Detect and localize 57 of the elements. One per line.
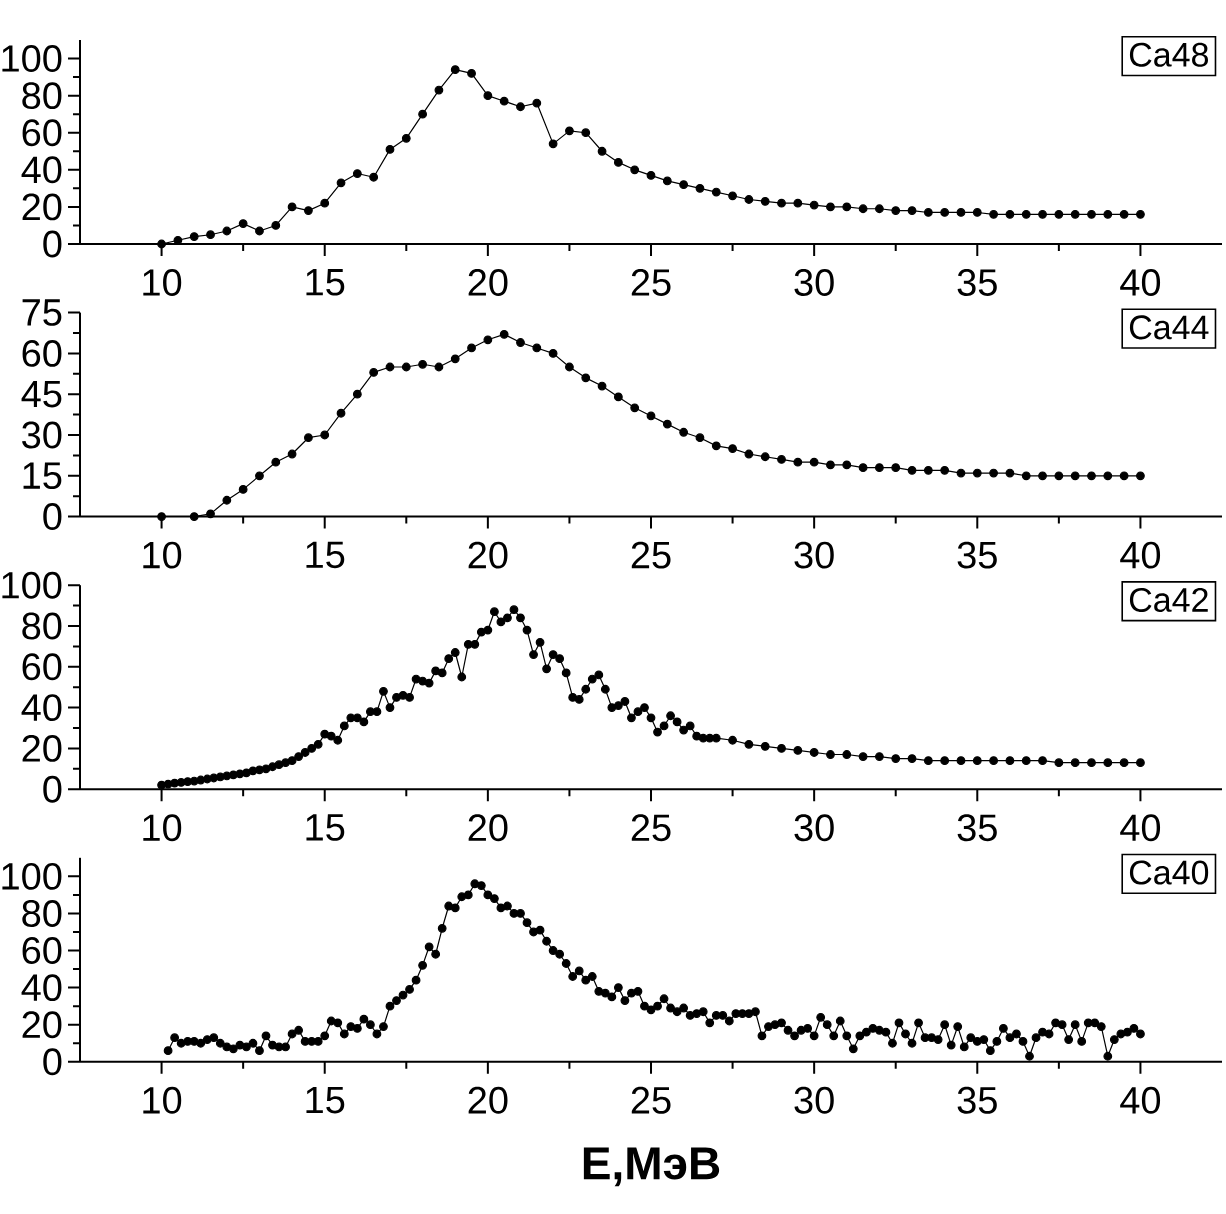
x-tick-label: 10 <box>143 541 182 569</box>
x-tick-label: 10 <box>143 814 182 842</box>
y-tick-label: 40 <box>21 974 62 1002</box>
text: Ca44 <box>1129 315 1209 340</box>
y-tick-label: 0 <box>43 1048 62 1076</box>
x-tick-label: 35 <box>957 269 997 296</box>
x-tick-label: 25 <box>631 1086 671 1114</box>
y-tick-label: 100 <box>2 45 62 72</box>
y-tick-label: 0 <box>43 230 62 258</box>
text: Ca42 <box>1129 587 1208 612</box>
x-tick-label: 25 <box>631 269 671 296</box>
x-tick-label: 20 <box>468 814 508 842</box>
x-tick-label: 40 <box>1120 1086 1161 1114</box>
y-tick-label: 0 <box>43 775 62 803</box>
text: Ca40 <box>1129 860 1209 885</box>
y-tick-label: 75 <box>22 299 62 326</box>
y-tick-label: 100 <box>2 571 62 599</box>
y-tick-label: 40 <box>21 694 62 722</box>
y-tick-label: 60 <box>22 937 62 964</box>
y-tick-label: 20 <box>22 734 62 762</box>
x-tick-label: 35 <box>957 1086 997 1114</box>
x-tick-label: 35 <box>957 814 997 842</box>
y-tick-label: 30 <box>22 421 62 449</box>
y-tick-label: 20 <box>22 1011 62 1039</box>
y-tick-label: 80 <box>22 82 62 110</box>
y-tick-label: 40 <box>21 156 62 184</box>
y-tick-label: 20 <box>22 193 62 221</box>
x-tick-label: 40 <box>1120 269 1161 296</box>
y-tick-label: 60 <box>22 339 62 367</box>
x-tick-label: 30 <box>794 541 834 569</box>
x-tick-label: 30 <box>794 269 834 296</box>
y-tick-label: 45 <box>21 380 62 408</box>
y-tick-label: 0 <box>43 503 62 531</box>
x-tick-label: 20 <box>468 541 508 569</box>
x-tick-label: 40 <box>1120 814 1161 842</box>
y-tick-label: 100 <box>2 862 62 890</box>
x-tick-label: 20 <box>468 269 508 296</box>
y-tick-label: 15 <box>23 462 62 490</box>
x-tick-label: 25 <box>631 814 671 842</box>
text: Ca48 <box>1129 42 1208 67</box>
x-tick-label: 10 <box>143 269 182 296</box>
y-tick-label: 80 <box>22 899 62 927</box>
x-tick-label: 15 <box>306 1086 345 1114</box>
x-tick-label: 35 <box>957 541 997 569</box>
x-tick-label: 20 <box>468 1086 508 1114</box>
y-tick-label: 60 <box>22 119 62 147</box>
x-tick-label: 15 <box>306 269 345 296</box>
y-tick-label: 60 <box>22 653 62 681</box>
x-tick-label: 25 <box>631 541 671 569</box>
x-tick-label: 15 <box>306 541 345 569</box>
x-tick-label: 30 <box>794 1086 834 1114</box>
x-axis-title: E,МэВ <box>583 1147 720 1187</box>
x-tick-label: 15 <box>306 814 345 841</box>
x-tick-label: 30 <box>794 814 834 842</box>
x-tick-label: 40 <box>1120 541 1161 569</box>
y-tick-label: 80 <box>22 612 62 640</box>
x-tick-label: 10 <box>143 1086 182 1114</box>
